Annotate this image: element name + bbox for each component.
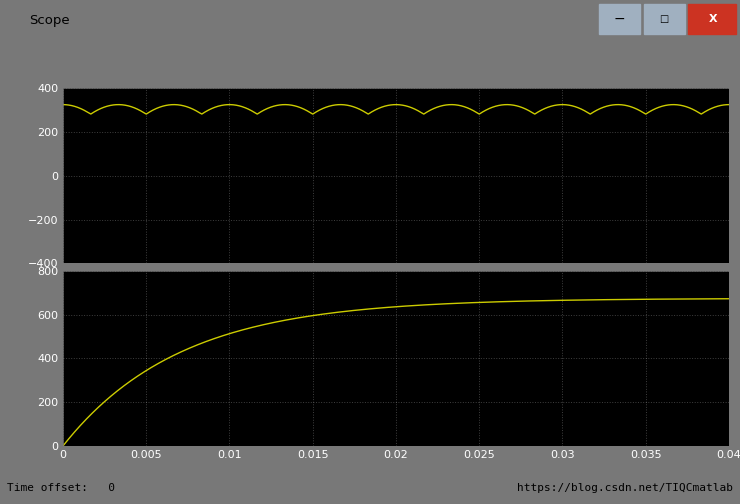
- Bar: [644, 4, 684, 34]
- Text: X: X: [708, 14, 717, 24]
- Bar: [688, 4, 736, 34]
- Text: □: □: [659, 14, 668, 24]
- Bar: [599, 4, 640, 34]
- Text: https://blog.csdn.net/TIQCmatlab: https://blog.csdn.net/TIQCmatlab: [517, 483, 733, 493]
- Text: Time offset:   0: Time offset: 0: [7, 483, 115, 493]
- Text: −: −: [613, 12, 625, 26]
- Text: Scope: Scope: [30, 14, 70, 27]
